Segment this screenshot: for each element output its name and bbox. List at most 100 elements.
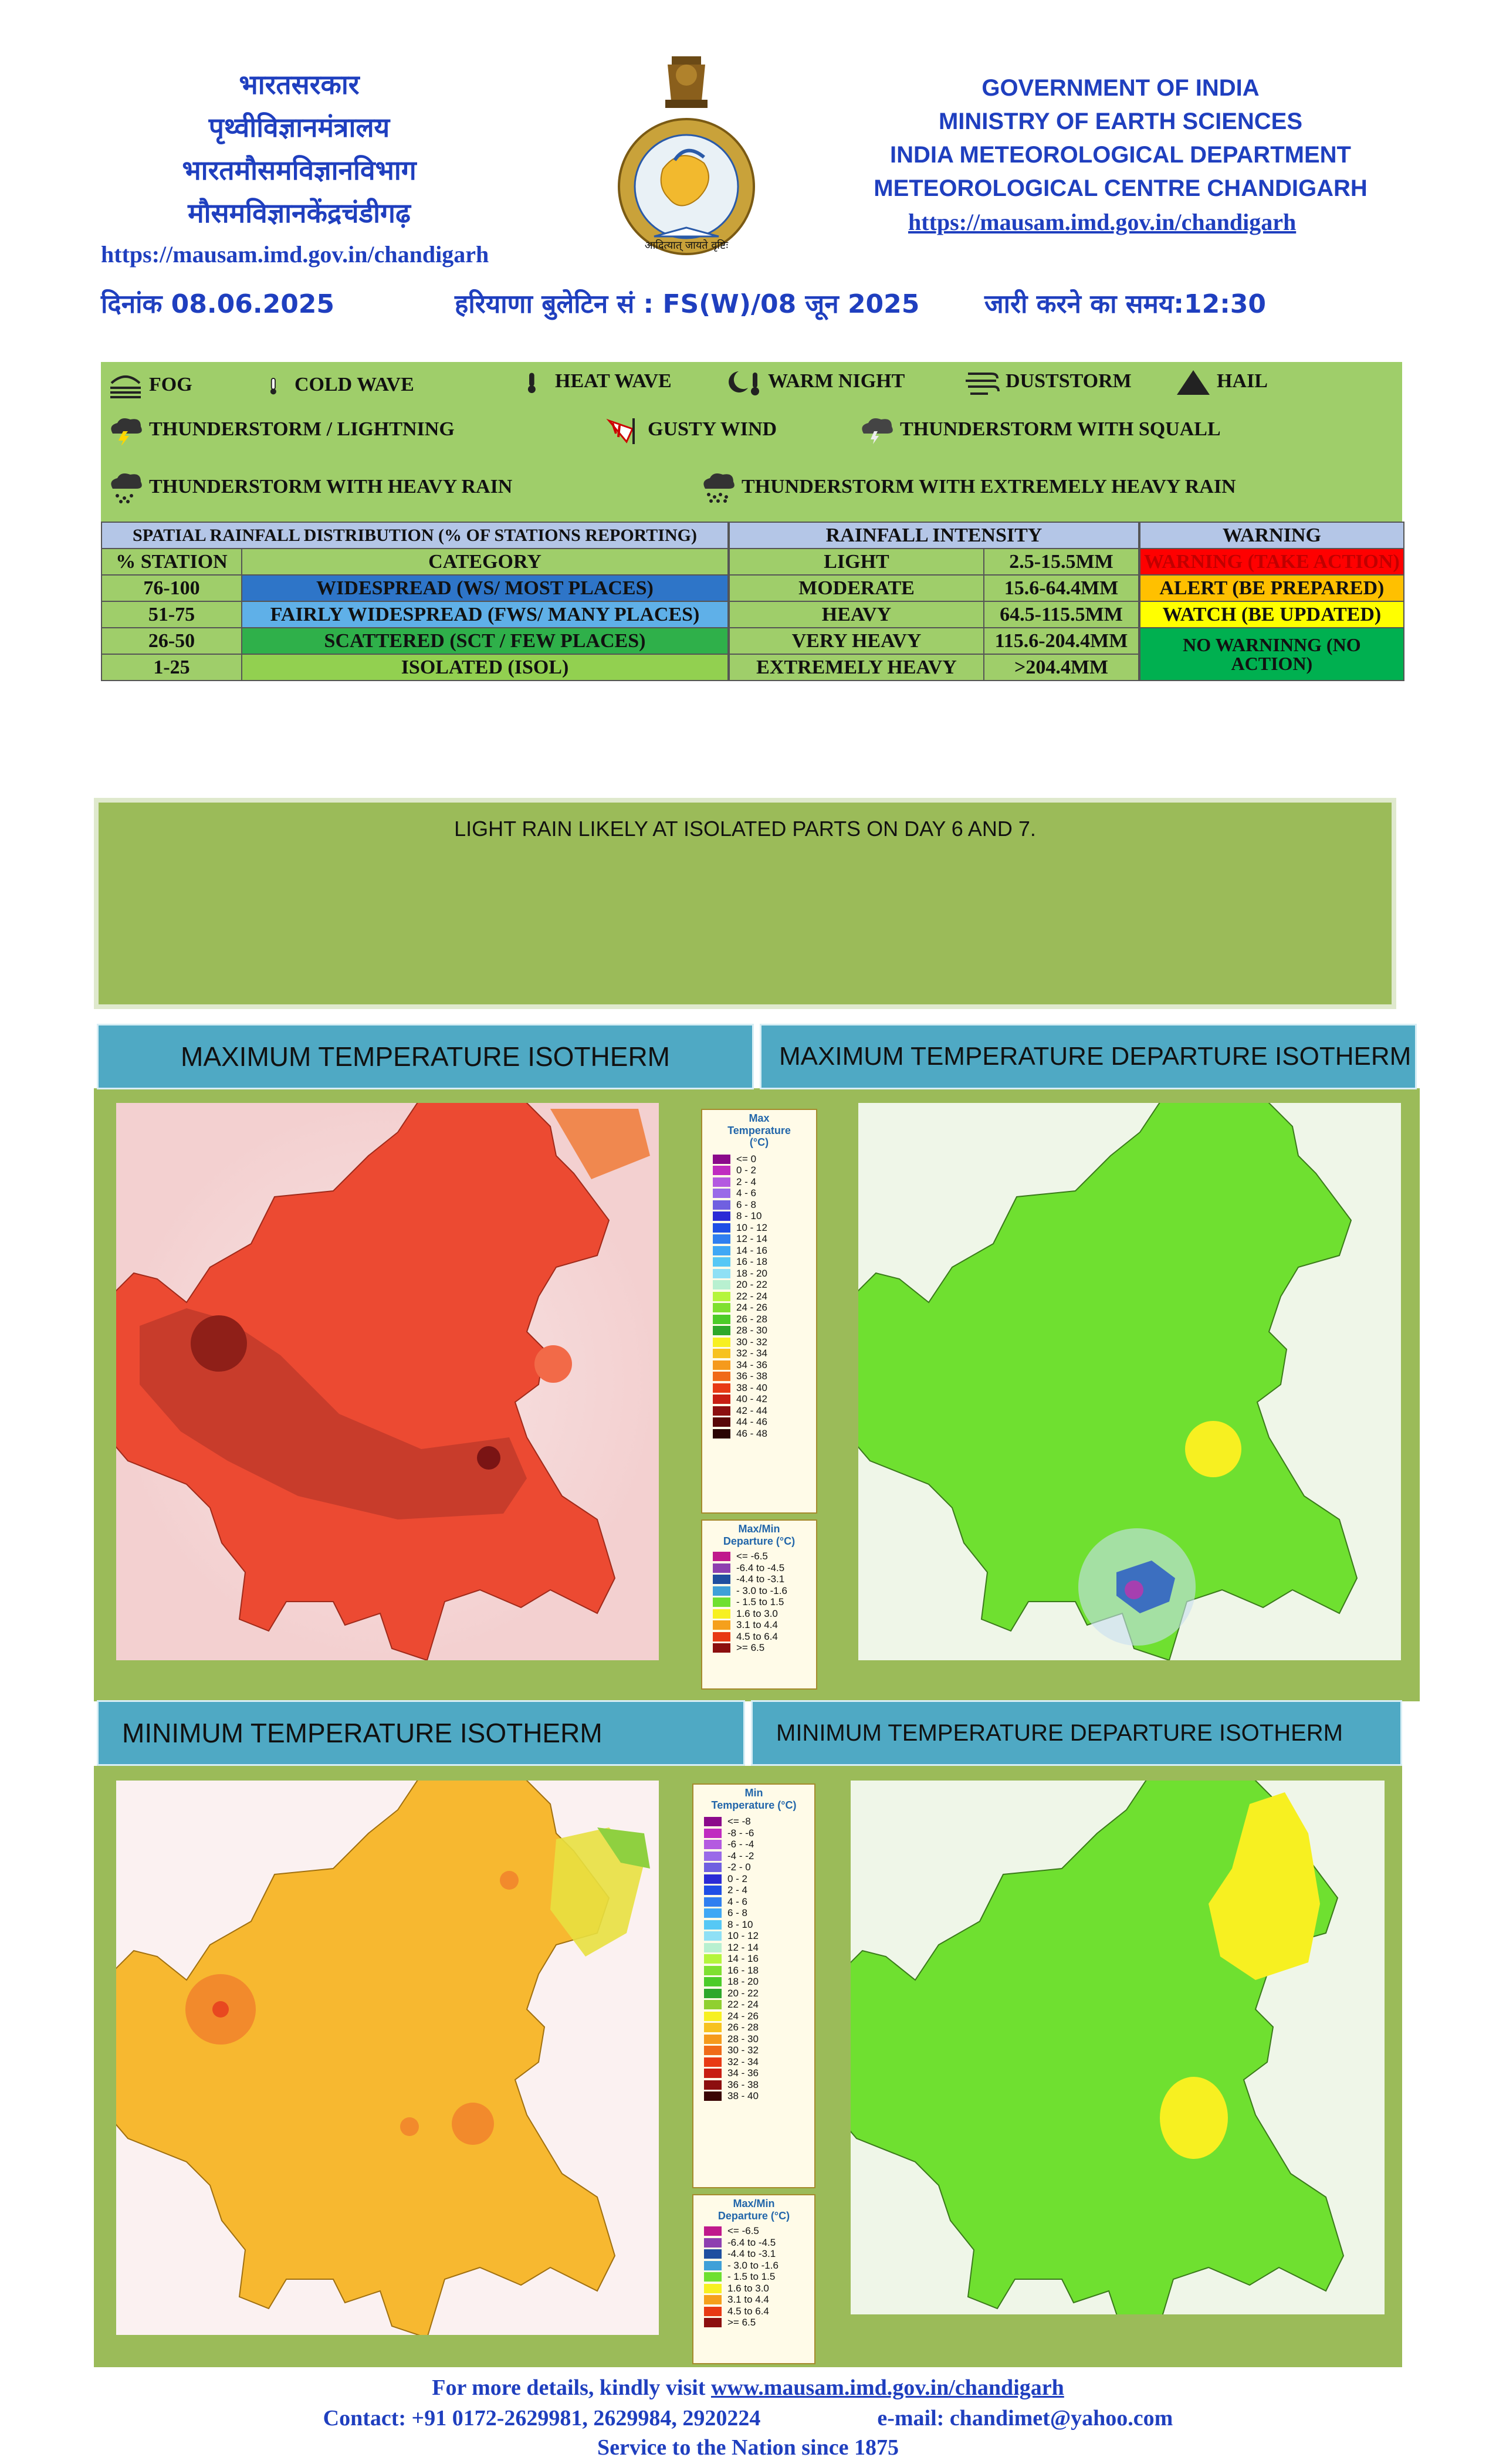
scale-row: 44 - 46	[702, 1416, 816, 1429]
footer-website-link[interactable]: www.mausam.imd.gov.in/chandigarh	[710, 2375, 1064, 2400]
scale-label: 18 - 20	[736, 1267, 767, 1279]
scale-swatch	[704, 2295, 722, 2305]
scale-swatch	[713, 1586, 730, 1596]
scale-label: 46 - 48	[736, 1427, 767, 1439]
scale-row: 12 - 14	[702, 1233, 816, 1245]
scale-label: 34 - 36	[727, 2067, 759, 2079]
scale-swatch	[713, 1211, 730, 1221]
scale-swatch	[713, 1643, 730, 1653]
legend-warm-night: WARM NIGHT	[726, 368, 905, 397]
min-dep-color-scale: Max/Min Departure (°C) <= -6.5 -6.4 to -4.…	[692, 2194, 815, 2364]
scale-row: 20 - 22	[702, 1279, 816, 1291]
min-dep-panel-title: MINIMUM TEMPERATURE DEPARTURE ISOTHERM	[751, 1700, 1402, 1766]
scale-row: 6 - 8	[702, 1199, 816, 1211]
bulletin-number: हरियाणा बुलेटिन सं : FS(W)/08 जून 2025	[455, 289, 920, 319]
scale-swatch	[704, 2318, 722, 2328]
scale-label: 14 - 16	[727, 1953, 759, 1965]
scale-label: 3.1 to 4.4	[736, 1619, 778, 1631]
scale-row: 16 - 18	[693, 1965, 814, 1976]
scale-swatch	[713, 1154, 730, 1164]
scale-label: 20 - 22	[727, 1987, 759, 1999]
scale-label: -6.4 to -4.5	[736, 1562, 785, 1573]
scale-row: -6.4 to -4.5	[702, 1562, 816, 1574]
cold-thermometer-icon	[270, 377, 276, 395]
scale-label: 36 - 38	[727, 2079, 759, 2090]
scale-label: -4.4 to -3.1	[736, 1573, 785, 1585]
legend-thunderstorm-heavy-rain: THUNDERSTORM WITH HEAVY RAIN	[107, 468, 512, 509]
header-url-right[interactable]: https://mausam.imd.gov.in/chandigarh	[908, 209, 1297, 235]
scale-swatch	[713, 1314, 730, 1324]
scale-swatch	[713, 1563, 730, 1573]
scale-swatch	[713, 1609, 730, 1619]
scale-row: 38 - 40	[693, 2090, 814, 2102]
scale-row: 28 - 30	[702, 1325, 816, 1337]
scale-label: 24 - 26	[727, 2010, 759, 2022]
legend-thunderstorm-heavy-rain-label: THUNDERSTORM WITH HEAVY RAIN	[149, 475, 513, 497]
scale-swatch	[713, 1189, 730, 1199]
scale-label: 3.1 to 4.4	[727, 2294, 769, 2306]
scale-row: <= -6.5	[702, 1551, 816, 1562]
legend-fog-label: FOG	[149, 373, 192, 395]
scale-row: 0 - 2	[693, 1873, 814, 1885]
scale-label: - 3.0 to -1.6	[727, 2259, 779, 2271]
forecast-box: LIGHT RAIN LIKELY AT ISOLATED PARTS ON D…	[94, 798, 1396, 1009]
scale-row: 24 - 26	[702, 1302, 816, 1314]
intensity-name: HEAVY	[729, 601, 984, 628]
scale-row: <= 0	[702, 1153, 816, 1165]
scale-swatch	[713, 1280, 730, 1290]
scale-label: 32 - 34	[736, 1348, 767, 1359]
scale-label: 38 - 40	[727, 2090, 759, 2102]
legend-thunderstorm-squall-label: THUNDERSTORM WITH SQUALL	[900, 418, 1221, 440]
scale-label: 22 - 24	[727, 1999, 759, 2011]
scale-label: 2 - 4	[736, 1176, 757, 1187]
header-url-left[interactable]: https://mausam.imd.gov.in/chandigarh	[101, 241, 489, 268]
scale-label: <= 0	[736, 1153, 757, 1165]
scale-row: 30 - 32	[702, 1336, 816, 1348]
min-temp-panel-title: MINIMUM TEMPERATURE ISOTHERM	[97, 1700, 745, 1766]
footer-email[interactable]: e-mail: chandimet@yahoo.com	[877, 2406, 1173, 2431]
scale-label: 16 - 18	[727, 1964, 759, 1976]
scale-label: 38 - 40	[736, 1382, 767, 1393]
scale-swatch	[704, 1920, 722, 1930]
category-cell: WIDESPREAD (WS/ MOST PLACES)	[241, 574, 729, 602]
legend-duststorm-label: DUSTSTORM	[1006, 370, 1132, 392]
intensity-name: VERY HEAVY	[729, 627, 984, 655]
min-temp-color-scale: Min Temperature (°C) <= -8 -8 - -6 -6 - -4-…	[692, 1783, 815, 2188]
scale-swatch	[713, 1597, 730, 1607]
hindi-dept-line: भारतमौसमविज्ञानविभाग	[182, 154, 417, 186]
max-temp-map	[116, 1103, 659, 1660]
category-cell: FAIRLY WIDESPREAD (FWS/ MANY PLACES)	[241, 601, 729, 628]
warning-green: NO WARNINNG (NO ACTION)	[1139, 627, 1404, 681]
scale-swatch	[704, 1828, 722, 1838]
scale-row: 26 - 28	[693, 2022, 814, 2033]
min-temp-map	[116, 1781, 659, 2335]
forecast-text: LIGHT RAIN LIKELY AT ISOLATED PARTS ON D…	[454, 817, 1036, 841]
scale-swatch	[713, 1177, 730, 1187]
scale-swatch	[713, 1395, 730, 1404]
max-dep-map	[858, 1103, 1401, 1660]
legend-gusty-wind: GUSTY WIND	[605, 416, 777, 445]
scale-swatch	[704, 1965, 722, 1975]
min-temp-scale-header: Min Temperature (°C)	[711, 1787, 797, 1811]
scale-swatch	[704, 1988, 722, 1998]
scale-label: 4 - 6	[736, 1187, 757, 1199]
scale-label: -6.4 to -4.5	[727, 2236, 776, 2248]
scale-row: 8 - 10	[702, 1210, 816, 1223]
scale-label: 28 - 30	[736, 1325, 767, 1336]
scale-label: 1.6 to 3.0	[736, 1607, 778, 1619]
scale-label: 30 - 32	[727, 2045, 759, 2056]
scale-label: 8 - 10	[727, 1918, 753, 1930]
legend-thunderstorm-squall: THUNDERSTORM WITH SQUALL	[858, 416, 1221, 445]
scale-swatch	[704, 2000, 722, 2010]
scale-swatch	[713, 1245, 730, 1255]
legend-heat-wave: HEAT WAVE	[523, 368, 672, 397]
scale-row: 28 - 30	[693, 2033, 814, 2045]
scale-swatch	[704, 1851, 722, 1861]
scale-swatch	[704, 2057, 722, 2067]
scale-label: -8 - -6	[727, 1827, 754, 1839]
max-temp-panel-title: MAXIMUM TEMPERATURE ISOTHERM	[97, 1024, 754, 1089]
scale-swatch	[704, 2260, 722, 2270]
scale-swatch	[704, 1840, 722, 1850]
issue-time: जारी करने का समय:12:30	[984, 289, 1267, 319]
scale-row: 6 - 8	[693, 1907, 814, 1919]
